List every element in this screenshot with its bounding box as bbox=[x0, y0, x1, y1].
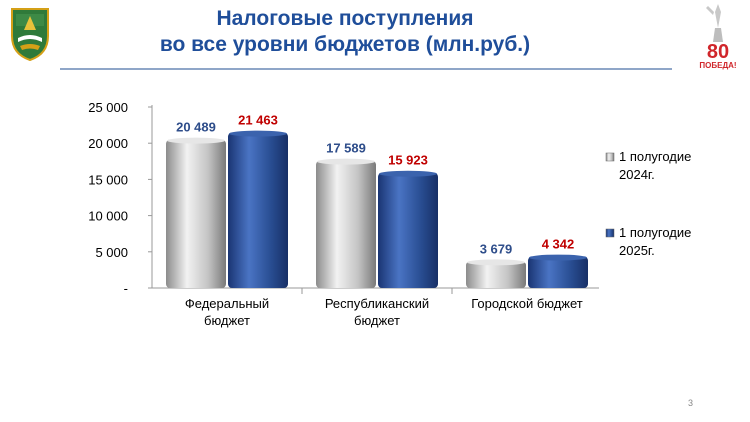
victory-80-badge: 80 ПОБЕДА! bbox=[699, 4, 737, 70]
bar bbox=[466, 259, 526, 288]
bar-top-cap bbox=[317, 158, 375, 165]
badge-number: 80 bbox=[707, 41, 729, 63]
bar-top-cap bbox=[467, 259, 525, 266]
category-label: Республиканский bbox=[325, 296, 429, 311]
bar-top-cap bbox=[379, 170, 437, 177]
slide-title: Налоговые поступления во все уровни бюдж… bbox=[85, 6, 605, 58]
bar bbox=[378, 170, 438, 288]
bar-rect bbox=[166, 139, 226, 288]
y-tick-label: 25 000 bbox=[88, 100, 128, 115]
legend-label: 1 полугодие bbox=[619, 225, 691, 240]
legend-swatch bbox=[605, 152, 615, 162]
legend-label: 1 полугодие bbox=[619, 149, 691, 164]
bar-rect bbox=[528, 256, 588, 288]
bar-top-cap bbox=[167, 137, 225, 144]
data-label: 15 923 bbox=[388, 153, 428, 168]
bar bbox=[316, 158, 376, 288]
y-tick-label: 5 000 bbox=[95, 245, 128, 260]
data-label: 4 342 bbox=[542, 237, 575, 252]
title-line-1: Налоговые поступления bbox=[216, 7, 474, 30]
y-tick-label: - bbox=[124, 281, 128, 296]
bar-rect bbox=[466, 261, 526, 288]
data-label: 21 463 bbox=[238, 113, 278, 128]
bar-rect bbox=[316, 160, 376, 288]
badge-text: ПОБЕДА! bbox=[699, 61, 736, 70]
bar bbox=[228, 130, 288, 288]
y-tick-label: 20 000 bbox=[88, 136, 128, 151]
legend-label: 2025г. bbox=[619, 243, 655, 258]
title-line-2: во все уровни бюджетов (млн.руб.) bbox=[159, 33, 531, 56]
bar-top-cap bbox=[529, 254, 587, 261]
category-label: бюджет bbox=[204, 313, 250, 328]
city-emblem-icon bbox=[11, 8, 49, 62]
bar-rect bbox=[378, 172, 438, 288]
data-label: 3 679 bbox=[480, 241, 513, 256]
bar-top-cap bbox=[229, 130, 287, 137]
page-number: 3 bbox=[688, 398, 694, 408]
bar bbox=[166, 137, 226, 288]
category-label: бюджет bbox=[354, 313, 400, 328]
legend-label: 2024г. bbox=[619, 167, 655, 182]
bar bbox=[528, 254, 588, 288]
category-label: Федеральный bbox=[185, 296, 269, 311]
legend-swatch bbox=[605, 228, 615, 238]
bar-rect bbox=[228, 132, 288, 288]
category-label: Городской бюджет bbox=[471, 296, 583, 311]
y-tick-label: 10 000 bbox=[88, 209, 128, 224]
title-divider bbox=[60, 68, 672, 70]
data-label: 20 489 bbox=[176, 120, 216, 135]
data-label: 17 589 bbox=[326, 141, 366, 156]
y-tick-label: 15 000 bbox=[88, 172, 128, 187]
